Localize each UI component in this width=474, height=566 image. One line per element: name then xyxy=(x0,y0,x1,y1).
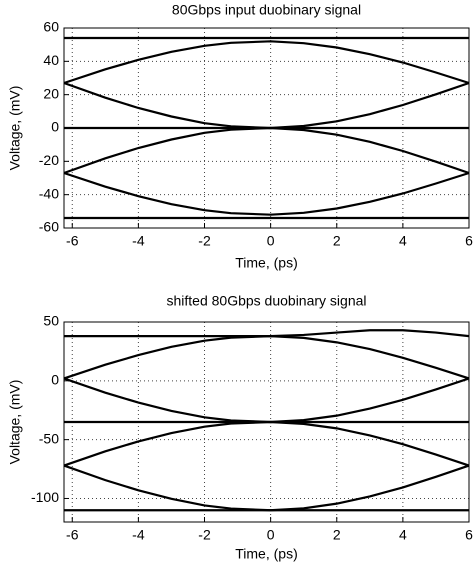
x-tick-label: 6 xyxy=(465,527,473,543)
trace xyxy=(63,40,470,85)
y-axis-label: Voltage, (mV) xyxy=(7,380,23,465)
y-tick-label: 60 xyxy=(43,19,59,35)
trace xyxy=(63,335,470,380)
x-tick-label: -2 xyxy=(198,233,211,249)
x-tick-label: 2 xyxy=(333,233,341,249)
x-tick-label: 4 xyxy=(399,527,407,543)
plot-frame xyxy=(63,321,470,523)
x-tick-label: -6 xyxy=(66,233,79,249)
x-axis-label: Time, (ps) xyxy=(235,255,297,271)
x-tick-label: -6 xyxy=(66,527,79,543)
trace xyxy=(63,171,470,216)
y-tick-label: 20 xyxy=(43,85,59,101)
x-tick-label: 4 xyxy=(399,233,407,249)
trace xyxy=(63,464,470,512)
y-tick-label: 0 xyxy=(51,119,59,135)
x-tick-label: 6 xyxy=(465,233,473,249)
x-tick-label: -4 xyxy=(132,233,145,249)
plot-frame xyxy=(63,27,470,229)
y-tick-label: -40 xyxy=(39,185,59,201)
y-tick-label: -50 xyxy=(39,430,59,446)
x-tick-label: -4 xyxy=(132,527,145,543)
x-axis-label: Time, (ps) xyxy=(235,546,297,562)
chart-title: shifted 80Gbps duobinary signal xyxy=(166,293,366,309)
trace xyxy=(63,81,470,130)
y-axis-label: Voltage, (mV) xyxy=(7,86,23,171)
y-tick-label: -100 xyxy=(31,489,59,505)
x-tick-label: 0 xyxy=(267,527,275,543)
trace xyxy=(63,377,470,424)
x-tick-label: -2 xyxy=(198,527,211,543)
y-tick-label: 40 xyxy=(43,52,59,68)
x-tick-label: 2 xyxy=(333,527,341,543)
trace xyxy=(63,126,470,175)
chart-title: 80Gbps input duobinary signal xyxy=(172,2,361,18)
y-tick-label: 0 xyxy=(51,372,59,388)
trace xyxy=(63,420,470,467)
x-tick-label: 0 xyxy=(267,233,275,249)
y-tick-label: 50 xyxy=(43,313,59,329)
y-tick-label: -60 xyxy=(39,219,59,235)
y-tick-label: -20 xyxy=(39,152,59,168)
